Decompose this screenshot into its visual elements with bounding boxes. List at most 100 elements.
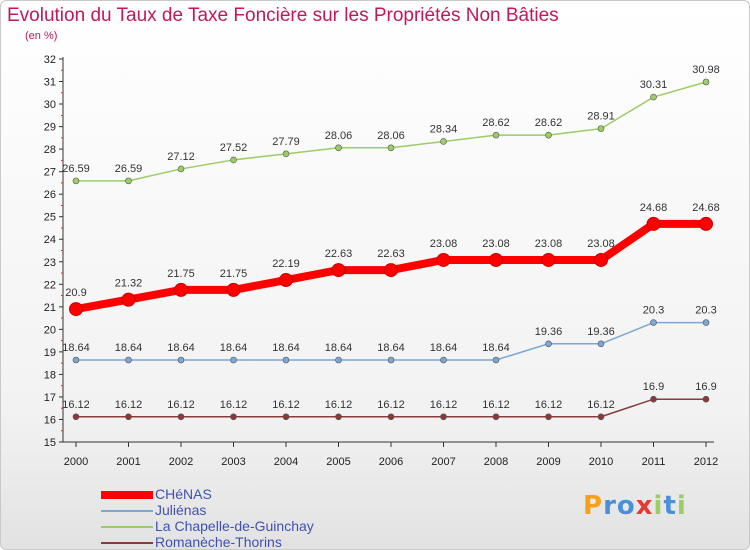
- axes: 15 16 17 18 19 20 21 22 23 24 25 26 27 28 29 30 31 32 2000…: [44, 54, 718, 468]
- data-point-julienas: [125, 356, 132, 364]
- y-tick-label: 15: [44, 437, 56, 449]
- data-point-chenas: [226, 282, 241, 297]
- data-label-romaneche-thorins: 16.12: [272, 399, 300, 411]
- legend: CHéNAS Juliénas La Chapelle-de-Guinchay Rom…: [101, 486, 401, 550]
- y-tick-label: 29: [44, 122, 56, 134]
- data-label-la-chapelle-de-guinchay: 27.79: [272, 136, 300, 148]
- logo-letter: P: [583, 491, 604, 521]
- logo-letter: o: [616, 491, 636, 521]
- data-label-chenas: 22.63: [377, 248, 405, 260]
- data-label-la-chapelle-de-guinchay: 27.52: [220, 142, 248, 154]
- data-point-la-chapelle-de-guinchay: [125, 177, 132, 185]
- y-tick-label: 17: [44, 392, 56, 404]
- data-label-chenas: 23.08: [587, 238, 615, 250]
- data-point-romaneche-thorins: [125, 413, 132, 421]
- data-label-julienas: 18.64: [220, 342, 248, 354]
- logo-letter: r: [603, 491, 617, 521]
- legend-label: Romanèche-Thorins: [155, 534, 282, 550]
- data-label-chenas: 23.08: [482, 238, 510, 250]
- data-point-la-chapelle-de-guinchay: [650, 93, 657, 101]
- series-layer: [69, 78, 713, 421]
- data-label-la-chapelle-de-guinchay: 27.12: [167, 151, 195, 163]
- data-label-la-chapelle-de-guinchay: 26.59: [115, 163, 143, 175]
- data-point-romaneche-thorins: [230, 413, 237, 421]
- data-label-julienas: 18.64: [115, 342, 143, 354]
- data-point-romaneche-thorins: [282, 413, 290, 421]
- y-tick-label: 30: [44, 99, 56, 111]
- data-label-la-chapelle-de-guinchay: 28.06: [325, 130, 353, 142]
- logo-letter: x: [635, 491, 654, 521]
- x-tick-label: 2005: [326, 456, 350, 468]
- data-label-chenas: 24.68: [640, 202, 668, 214]
- data-point-la-chapelle-de-guinchay: [177, 165, 185, 173]
- data-point-julienas: [702, 319, 710, 326]
- data-label-chenas: 22.19: [272, 258, 300, 270]
- data-point-romaneche-thorins: [72, 413, 80, 421]
- data-point-la-chapelle-de-guinchay: [387, 144, 395, 152]
- legend-item: La Chapelle-de-Guinchay: [101, 518, 401, 535]
- y-tick-label: 32: [44, 54, 56, 66]
- legend-item: Juliénas: [101, 502, 401, 519]
- data-label-chenas: 22.63: [325, 248, 353, 260]
- data-label-la-chapelle-de-guinchay: 30.98: [692, 64, 720, 76]
- data-label-romaneche-thorins: 16.12: [377, 399, 405, 411]
- y-tick-label: 22: [44, 279, 56, 291]
- data-point-julienas: [177, 356, 185, 364]
- data-point-la-chapelle-de-guinchay: [440, 138, 447, 145]
- y-axis-unit-label: (en %): [25, 30, 58, 42]
- data-label-romaneche-thorins: 16.12: [325, 399, 353, 411]
- legend-swatch: [101, 491, 153, 499]
- data-label-julienas: 18.64: [377, 342, 405, 354]
- data-point-chenas: [594, 252, 608, 267]
- legend-swatch: [101, 542, 153, 544]
- data-point-julienas: [387, 356, 395, 364]
- data-label-romaneche-thorins: 16.12: [62, 399, 90, 411]
- y-tick-label: 25: [44, 212, 56, 224]
- data-label-la-chapelle-de-guinchay: 28.62: [535, 117, 563, 129]
- data-label-romaneche-thorins: 16.9: [695, 381, 716, 393]
- data-point-chenas: [436, 252, 451, 267]
- data-label-romaneche-thorins: 16.12: [482, 399, 510, 411]
- data-label-julienas: 19.36: [587, 326, 615, 338]
- data-point-julienas: [492, 356, 500, 364]
- y-tick-label: 27: [44, 167, 56, 179]
- data-point-romaneche-thorins: [335, 413, 342, 421]
- data-label-chenas: 20.9: [65, 287, 86, 299]
- data-point-la-chapelle-de-guinchay: [230, 156, 237, 164]
- data-label-julienas: 20.3: [695, 305, 716, 317]
- data-point-romaneche-thorins: [597, 413, 605, 421]
- data-point-julienas: [650, 319, 657, 326]
- data-label-julienas: 19.36: [535, 326, 563, 338]
- data-point-chenas: [384, 263, 398, 278]
- y-tick-label: 20: [44, 324, 56, 336]
- data-label-la-chapelle-de-guinchay: 28.06: [377, 130, 405, 142]
- x-tick-label: 2010: [589, 456, 613, 468]
- data-point-romaneche-thorins: [387, 413, 395, 421]
- data-label-chenas: 21.32: [115, 278, 143, 290]
- data-label-chenas: 23.08: [430, 238, 458, 250]
- legend-label: Juliénas: [155, 502, 207, 518]
- legend-item: CHéNAS: [101, 486, 401, 503]
- data-point-julienas: [230, 356, 237, 364]
- data-label-chenas: 23.08: [535, 238, 563, 250]
- x-tick-label: 2011: [642, 456, 666, 468]
- logo-letter: i: [653, 491, 664, 521]
- x-tick-label: 2001: [116, 456, 140, 468]
- data-point-chenas: [121, 292, 136, 307]
- data-label-julienas: 18.64: [482, 342, 510, 354]
- legend-item: Romanèche-Thorins: [101, 534, 401, 550]
- legend-swatch: [101, 526, 153, 528]
- data-point-chenas: [699, 216, 713, 231]
- x-tick-label: 2008: [484, 456, 508, 468]
- data-label-julienas: 18.64: [325, 342, 353, 354]
- data-point-la-chapelle-de-guinchay: [282, 150, 290, 158]
- data-label-la-chapelle-de-guinchay: 26.59: [62, 163, 90, 175]
- logo-letter: i: [676, 491, 687, 521]
- data-label-la-chapelle-de-guinchay: 28.62: [482, 117, 510, 129]
- data-point-la-chapelle-de-guinchay: [702, 78, 710, 86]
- logo-letter: t: [663, 491, 677, 521]
- y-tick-label: 16: [44, 414, 56, 426]
- y-tick-label: 31: [44, 77, 56, 89]
- x-tick-label: 2003: [221, 456, 245, 468]
- x-tick-label: 2000: [64, 456, 88, 468]
